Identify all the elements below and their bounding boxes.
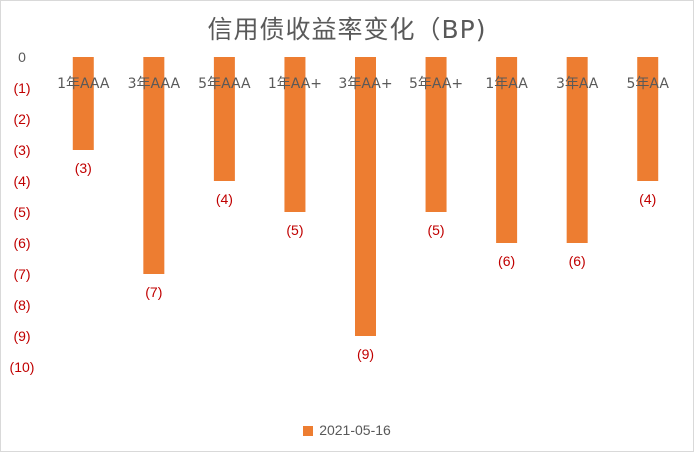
bar — [213, 57, 235, 181]
data-label: (4) — [639, 191, 656, 207]
legend-swatch — [303, 426, 314, 436]
y-tick-label: (8) — [13, 297, 30, 313]
category-label: 3年AA — [556, 76, 599, 92]
bar — [143, 57, 165, 274]
data-label: (6) — [498, 253, 515, 269]
y-tick-label: (7) — [13, 266, 30, 282]
category-label: 5年AA — [626, 76, 669, 92]
y-tick-label: 0 — [18, 49, 26, 65]
bar — [355, 57, 376, 336]
category-label: 3年AA+ — [338, 76, 392, 92]
bar — [637, 57, 659, 181]
data-label: (7) — [145, 284, 162, 300]
data-label: (5) — [286, 222, 303, 238]
data-label: (4) — [216, 191, 233, 207]
category-label: 5年AA+ — [409, 76, 463, 92]
legend-label: 2021-05-16 — [319, 422, 391, 438]
y-tick-label: (6) — [13, 235, 30, 251]
category-label: 1年AAA — [57, 76, 110, 92]
y-tick-label: (10) — [10, 359, 35, 375]
bar — [496, 57, 518, 243]
data-label: (3) — [75, 160, 92, 176]
data-label: (9) — [357, 346, 374, 362]
chart-title: 信用债收益率变化（BP) — [207, 15, 487, 44]
y-tick-label: (1) — [13, 80, 30, 96]
category-label: 1年AA+ — [268, 76, 322, 92]
y-tick-label: (3) — [13, 142, 30, 158]
y-tick-label: (2) — [13, 111, 30, 127]
category-label: 1年AA — [485, 76, 528, 92]
bar — [72, 57, 94, 150]
category-label: 3年AAA — [128, 76, 181, 92]
bar — [566, 57, 588, 243]
legend: 2021-05-16 — [0, 422, 694, 438]
category-label: 5年AAA — [198, 76, 251, 92]
y-tick-label: (5) — [13, 204, 30, 220]
data-label: (5) — [427, 222, 444, 238]
bar — [425, 57, 447, 212]
y-tick-label: (9) — [13, 328, 30, 344]
bar — [284, 57, 306, 212]
y-tick-label: (4) — [13, 173, 30, 189]
data-label: (6) — [569, 253, 586, 269]
